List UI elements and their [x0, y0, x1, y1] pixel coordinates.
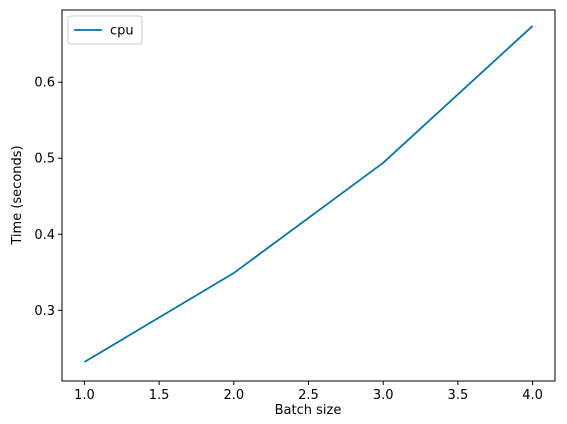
y-tick-label: 0.5	[34, 152, 55, 167]
x-tick-label: 1.0	[74, 388, 95, 403]
legend-label: cpu	[110, 24, 134, 39]
plot-frame	[61, 9, 556, 382]
y-tick-label: 0.3	[34, 304, 55, 319]
x-tick-label: 1.5	[149, 388, 170, 403]
x-tick-label: 4.0	[522, 388, 543, 403]
y-tick-label: 0.6	[34, 76, 55, 91]
x-tick-label: 3.0	[373, 388, 394, 403]
y-tick-label: 0.4	[34, 228, 55, 243]
x-axis-label: Batch size	[275, 403, 342, 418]
x-tick-label: 3.5	[448, 388, 469, 403]
x-tick-label: 2.0	[223, 388, 244, 403]
x-tick-label: 2.5	[298, 388, 319, 403]
y-axis-label: Time (seconds)	[10, 145, 25, 245]
line	[83, 25, 534, 363]
legend-box	[67, 15, 143, 45]
